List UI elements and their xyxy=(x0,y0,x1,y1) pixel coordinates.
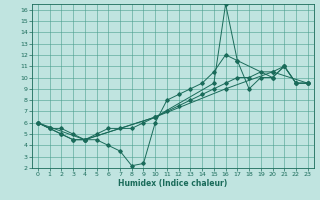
X-axis label: Humidex (Indice chaleur): Humidex (Indice chaleur) xyxy=(118,179,228,188)
